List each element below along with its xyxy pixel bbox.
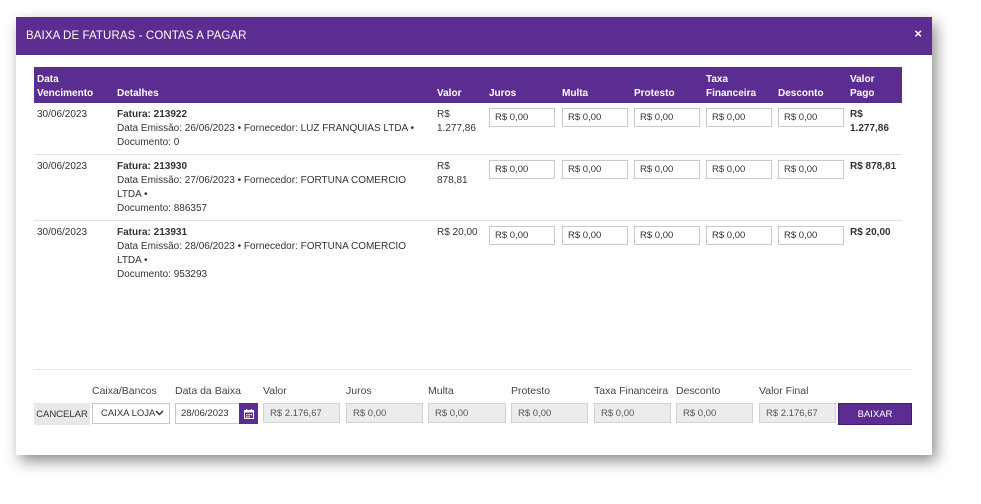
- cell-valor-pago: R$ 20,00: [850, 227, 891, 238]
- fatura-documento: Documento: 0: [117, 137, 180, 148]
- total-valor-field: R$ 2.176,67: [263, 403, 340, 423]
- cell-valor: R$ 1.277,86: [434, 103, 486, 155]
- col-header-protesto: Protesto: [631, 67, 703, 103]
- fatura-documento: Documento: 886357: [117, 203, 208, 214]
- label-protesto: Protesto: [511, 385, 551, 397]
- cell-valor-pago: R$ 878,81: [847, 154, 902, 221]
- juros-input[interactable]: [489, 160, 555, 179]
- col-header-detalhes: Detalhes: [114, 67, 434, 103]
- fatura-documento: Documento: 953293: [117, 269, 208, 280]
- col-header-valor-pago: Valor Pago: [847, 67, 902, 103]
- desconto-input[interactable]: [778, 226, 844, 245]
- cancel-button[interactable]: CANCELAR: [34, 403, 90, 425]
- chevron-down-icon: [155, 409, 164, 418]
- calendar-icon[interactable]: [239, 403, 258, 424]
- cell-valor-pago: R$ 1.277,86: [847, 103, 902, 155]
- multa-input[interactable]: [562, 226, 628, 245]
- col-header-juros: Juros: [486, 67, 559, 103]
- modal-header: BAIXA DE FATURAS - CONTAS A PAGAR ×: [16, 17, 932, 55]
- taxa-financeira-input[interactable]: [706, 108, 772, 127]
- faturas-table: Data Vencimento Detalhes Valor Juros Mult…: [34, 67, 902, 286]
- modal-title: BAIXA DE FATURAS - CONTAS A PAGAR: [26, 30, 247, 42]
- table-header-row: Data Vencimento Detalhes Valor Juros Mult…: [34, 67, 902, 103]
- col-header-taxa-financeira: Taxa Financeira: [703, 67, 775, 103]
- fatura-detail: Data Emissão: 28/06/2023 • Fornecedor: F…: [117, 241, 406, 266]
- total-taxa-financeira-field: R$ 0,00: [594, 403, 671, 423]
- col-header-desconto: Desconto: [775, 67, 847, 103]
- juros-input[interactable]: [489, 108, 555, 127]
- label-data-baixa: Data da Baixa: [175, 385, 241, 397]
- valor-final-field: R$ 2.176,67: [759, 403, 836, 423]
- fatura-number: Fatura: 213922: [117, 109, 188, 120]
- fatura-number: Fatura: 213930: [117, 161, 188, 172]
- label-valor: Valor: [263, 385, 287, 397]
- taxa-financeira-input[interactable]: [706, 226, 772, 245]
- cell-valor: R$ 20,00: [437, 227, 478, 238]
- cell-vencimento: 30/06/2023: [37, 227, 88, 238]
- label-juros: Juros: [346, 385, 372, 397]
- protesto-input[interactable]: [634, 108, 700, 127]
- label-caixa-bancos: Caixa/Bancos: [92, 385, 157, 397]
- fatura-number: Fatura: 213931: [117, 227, 188, 238]
- fatura-detail: Data Emissão: 26/06/2023 • Fornecedor: L…: [117, 123, 414, 134]
- desconto-input[interactable]: [778, 160, 844, 179]
- juros-input[interactable]: [489, 226, 555, 245]
- desconto-input[interactable]: [778, 108, 844, 127]
- caixa-bancos-select[interactable]: CAIXA LOJA: [92, 403, 170, 424]
- data-baixa-input[interactable]: 28/06/2023: [175, 403, 240, 424]
- total-multa-field: R$ 0,00: [428, 403, 506, 423]
- multa-input[interactable]: [562, 108, 628, 127]
- baixa-faturas-modal: BAIXA DE FATURAS - CONTAS A PAGAR × Data…: [16, 17, 932, 455]
- faturas-table-container: Data Vencimento Detalhes Valor Juros Mult…: [34, 67, 902, 286]
- protesto-input[interactable]: [634, 226, 700, 245]
- close-icon[interactable]: ×: [914, 26, 922, 41]
- total-protesto-field: R$ 0,00: [511, 403, 588, 423]
- taxa-financeira-input[interactable]: [706, 160, 772, 179]
- label-multa: Multa: [428, 385, 454, 397]
- total-juros-field: R$ 0,00: [346, 403, 423, 423]
- footer-labels: Caixa/Bancos Data da Baixa Valor Juros M…: [16, 385, 932, 399]
- label-valor-final: Valor Final: [759, 385, 809, 397]
- cell-vencimento: 30/06/2023: [34, 154, 114, 221]
- table-row: 30/06/2023 Fatura: 213922 Data Emissão: …: [34, 103, 902, 155]
- multa-input[interactable]: [562, 160, 628, 179]
- col-header-vencimento: Data Vencimento: [34, 67, 114, 103]
- cell-detalhes: Fatura: 213931 Data Emissão: 28/06/2023 …: [114, 221, 434, 287]
- cell-detalhes: Fatura: 213922 Data Emissão: 26/06/2023 …: [114, 103, 434, 155]
- col-header-valor: Valor: [434, 67, 486, 103]
- cell-valor: R$ 878,81: [434, 154, 486, 221]
- footer-divider: [34, 369, 912, 370]
- col-header-multa: Multa: [559, 67, 631, 103]
- cell-detalhes: Fatura: 213930 Data Emissão: 27/06/2023 …: [114, 154, 434, 221]
- label-taxa-financeira: Taxa Financeira: [594, 385, 669, 397]
- caixa-bancos-value: CAIXA LOJA: [101, 408, 156, 419]
- table-row: 30/06/2023 Fatura: 213930 Data Emissão: …: [34, 154, 902, 221]
- baixar-button[interactable]: BAIXAR: [838, 403, 912, 425]
- cell-vencimento: 30/06/2023: [34, 103, 114, 155]
- fatura-detail: Data Emissão: 27/06/2023 • Fornecedor: F…: [117, 175, 406, 200]
- protesto-input[interactable]: [634, 160, 700, 179]
- total-desconto-field: R$ 0,00: [676, 403, 753, 423]
- label-desconto: Desconto: [676, 385, 721, 397]
- table-row: 30/06/2023 Fatura: 213931 Data Emissão: …: [34, 221, 902, 287]
